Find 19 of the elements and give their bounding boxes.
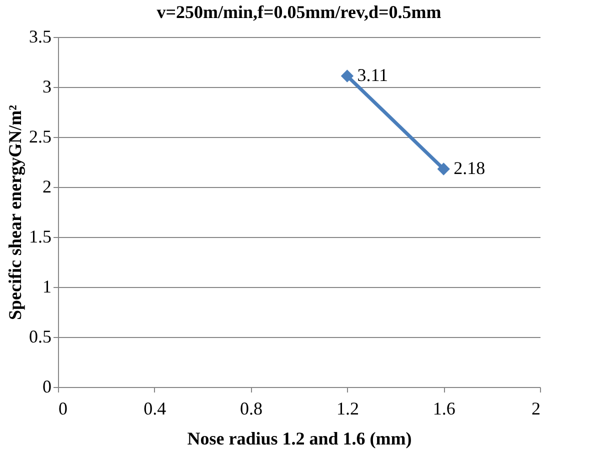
y-tick-label: 1.5 — [29, 226, 52, 246]
x-tick-label: 0.8 — [240, 398, 263, 418]
x-tick-label: 2 — [532, 398, 540, 418]
y-tick-label: 1 — [42, 276, 52, 296]
y-axis-title: Specific shear energyGN/m² — [5, 104, 25, 320]
data-label: 2.18 — [454, 158, 486, 178]
x-tick-label: 0.4 — [144, 398, 166, 418]
chart-title: v=250m/min,f=0.05mm/rev,d=0.5mm — [156, 2, 442, 22]
x-tick-label: 1.6 — [432, 398, 456, 418]
x-tick-label: 1.2 — [336, 398, 359, 418]
y-tick-label: 2 — [42, 176, 52, 196]
x-tick-label: 0 — [58, 398, 68, 418]
y-tick-label: 3.5 — [29, 26, 52, 46]
y-tick-label: 0 — [42, 376, 52, 396]
y-tick-label: 0.5 — [29, 326, 52, 346]
y-tick-label: 2.5 — [29, 126, 52, 146]
data-label: 3.11 — [357, 65, 388, 85]
y-tick-label: 3 — [42, 76, 52, 96]
x-axis-title: Nose radius 1.2 and 1.6 (mm) — [187, 428, 412, 448]
